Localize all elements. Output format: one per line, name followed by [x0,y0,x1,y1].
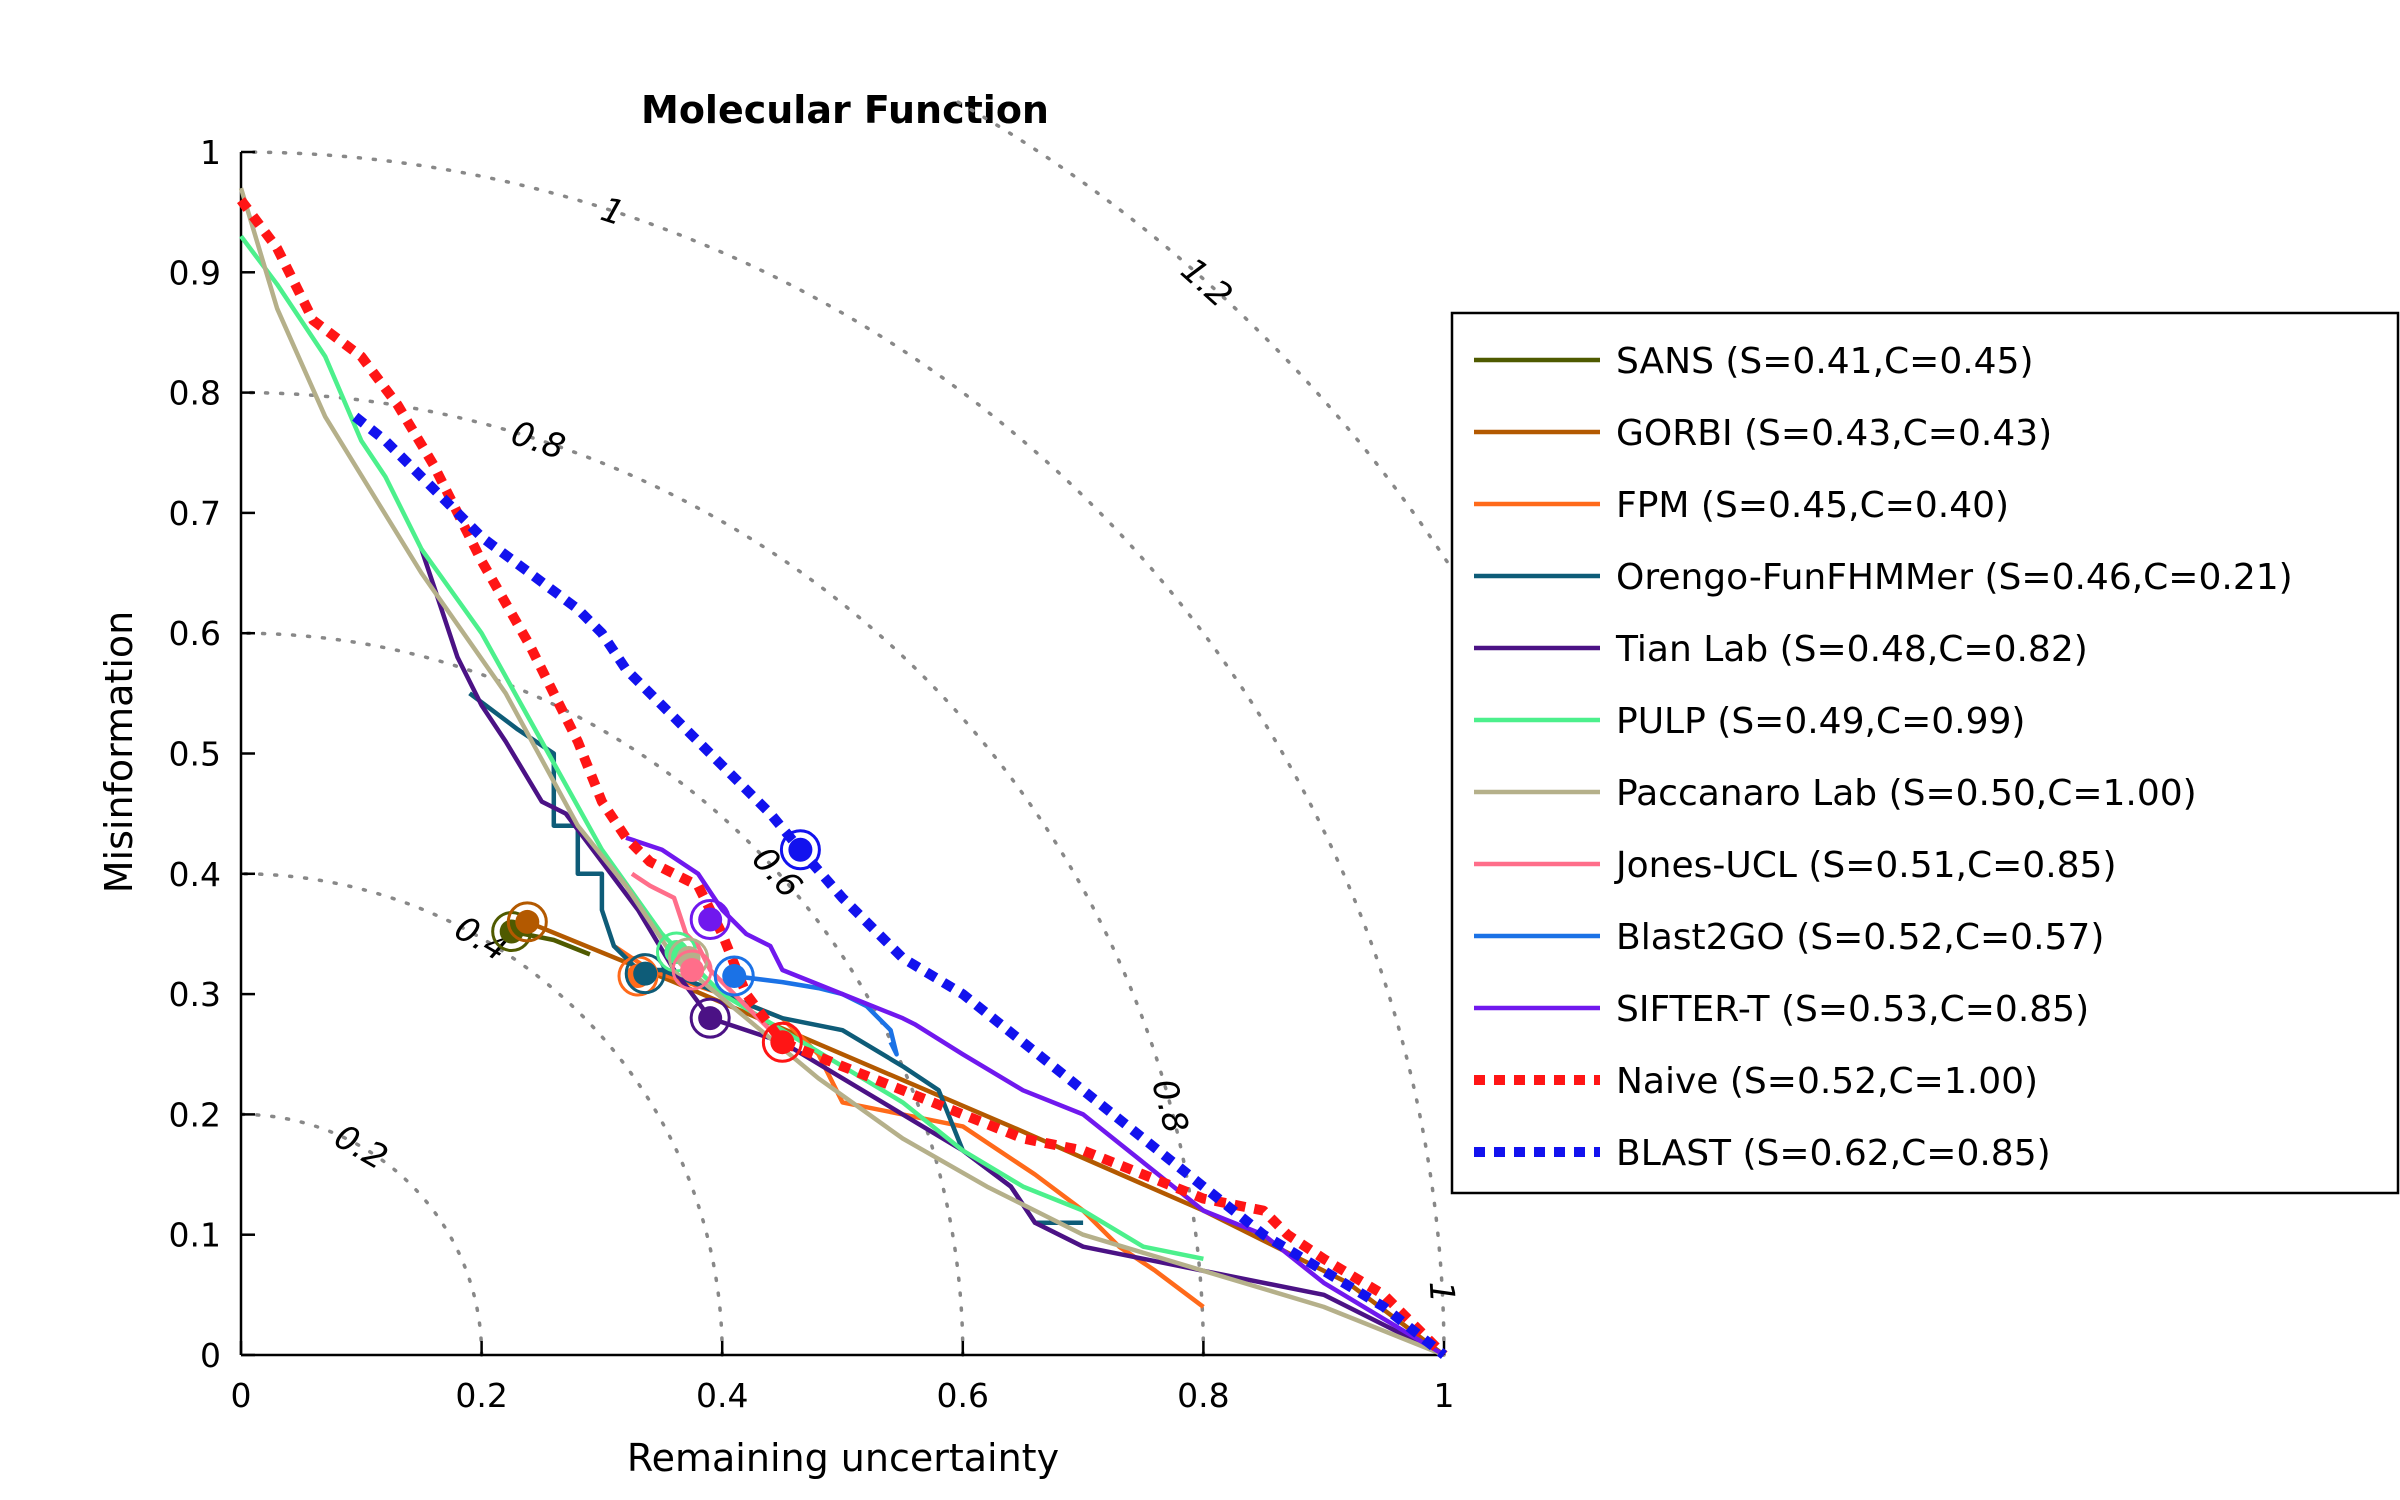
legend-entry-0: SANS (S=0.41,C=0.45) [1616,341,2034,382]
series-marker-ring-10 [761,1021,803,1063]
series-line-0 [511,929,591,957]
x-tick-label-1: 0.2 [455,1376,507,1415]
iso-contour-2 [241,631,965,1357]
y-axis-label: Misinformation [97,611,141,893]
legend-entry-11: BLAST (S=0.62,C=0.85) [1616,1133,2051,1174]
iso-label-3: 0.8 [1143,1075,1196,1138]
series-line-4 [419,548,1446,1358]
legend-entry-9: SIFTER-T (S=0.53,C=0.85) [1616,989,2089,1030]
iso-contour-4 [241,150,1446,1357]
legend-entry-10: Naive (S=0.52,C=1.00) [1616,1061,2038,1102]
x-tick-label-5: 1 [1434,1376,1455,1415]
legend-entry-8: Blast2GO (S=0.52,C=0.57) [1616,917,2104,958]
legend-entry-2: FPM (S=0.45,C=0.40) [1616,485,2009,526]
iso-contour-1 [241,872,724,1357]
y-tick-label-8: 0.8 [169,374,221,413]
chart-title: Molecular Function [641,88,1049,132]
legend: SANS (S=0.41,C=0.45) GORBI (S=0.43,C=0.43… [1450,311,2400,1195]
series-line-6 [238,187,1445,1358]
y-tick-label-5: 0.5 [169,735,221,774]
x-tick-label-4: 0.8 [1177,1376,1229,1415]
series-marker-ring-9 [689,899,731,941]
series-marker-ring-1 [506,901,548,943]
series-line-7 [630,871,784,1044]
legend-entry-6: Paccanaro Lab (S=0.50,C=1.00) [1616,773,2197,814]
series-marker-ring-3 [624,953,666,995]
y-tick-label-2: 0.2 [169,1095,221,1134]
y-tick-label-6: 0.6 [169,614,221,653]
series-line-9 [625,835,1446,1357]
series-marker-ring-8 [713,955,755,997]
series-marker-7 [680,958,705,983]
series-lines [237,187,1448,1359]
iso-contours [241,100,1451,1357]
series-marker-11 [788,837,813,862]
y-tick-label-9: 0.9 [169,253,221,292]
iso-label-3-top: 0.8 [506,413,570,468]
y-tick-label-10: 1 [200,133,221,172]
y-tick-label-1: 0.1 [169,1216,221,1255]
series-marker-3 [633,961,658,986]
iso-label-4-top: 1 [596,189,629,234]
axes: 0 0.2 0.4 0.6 0.8 1 0 0.1 0.2 0.3 0.4 0.5 0.6 0.7 0.8 0… [169,133,1455,1415]
series-line-10 [237,197,1448,1359]
series-marker-4 [698,1006,723,1031]
x-axis-label: Remaining uncertainty [627,1436,1059,1480]
y-tick-label-3: 0.3 [169,975,221,1014]
series-marker-ring-4 [689,997,731,1039]
legend-entry-5: PULP (S=0.49,C=0.99) [1616,701,2025,742]
series-line-5 [239,234,1204,1262]
series-line-11 [352,412,1448,1359]
legend-entry-7: Jones-UCL (S=0.51,C=0.85) [1614,845,2117,886]
series-marker-10 [770,1030,795,1055]
x-tick-label-2: 0.4 [696,1376,748,1415]
y-tick-label-4: 0.4 [169,855,221,894]
legend-entry-1: GORBI (S=0.43,C=0.43) [1616,413,2052,454]
y-tick-label-7: 0.7 [169,494,221,533]
series-marker-8 [722,964,747,989]
series-marker-ring-7 [671,949,713,991]
iso-label-0: 0.2 [327,1117,394,1179]
iso-label-4: 1 [1421,1280,1462,1304]
x-tick-label-3: 0.6 [937,1376,989,1415]
iso-label-5: 1.2 [1173,250,1240,316]
series-markers [491,829,821,1063]
iso-contour-3 [241,390,1206,1357]
legend-box [1450,311,2400,1195]
legend-entry-3: Orengo-FunFHMMer (S=0.46,C=0.21) [1616,557,2293,598]
series-marker-1 [515,909,540,934]
y-tick-label-0: 0 [200,1336,221,1375]
x-tick-label-0: 0 [231,1376,252,1415]
legend-entry-4: Tian Lab (S=0.48,C=0.82) [1615,629,2088,670]
series-marker-ring-11 [779,829,821,871]
series-marker-9 [698,907,723,932]
